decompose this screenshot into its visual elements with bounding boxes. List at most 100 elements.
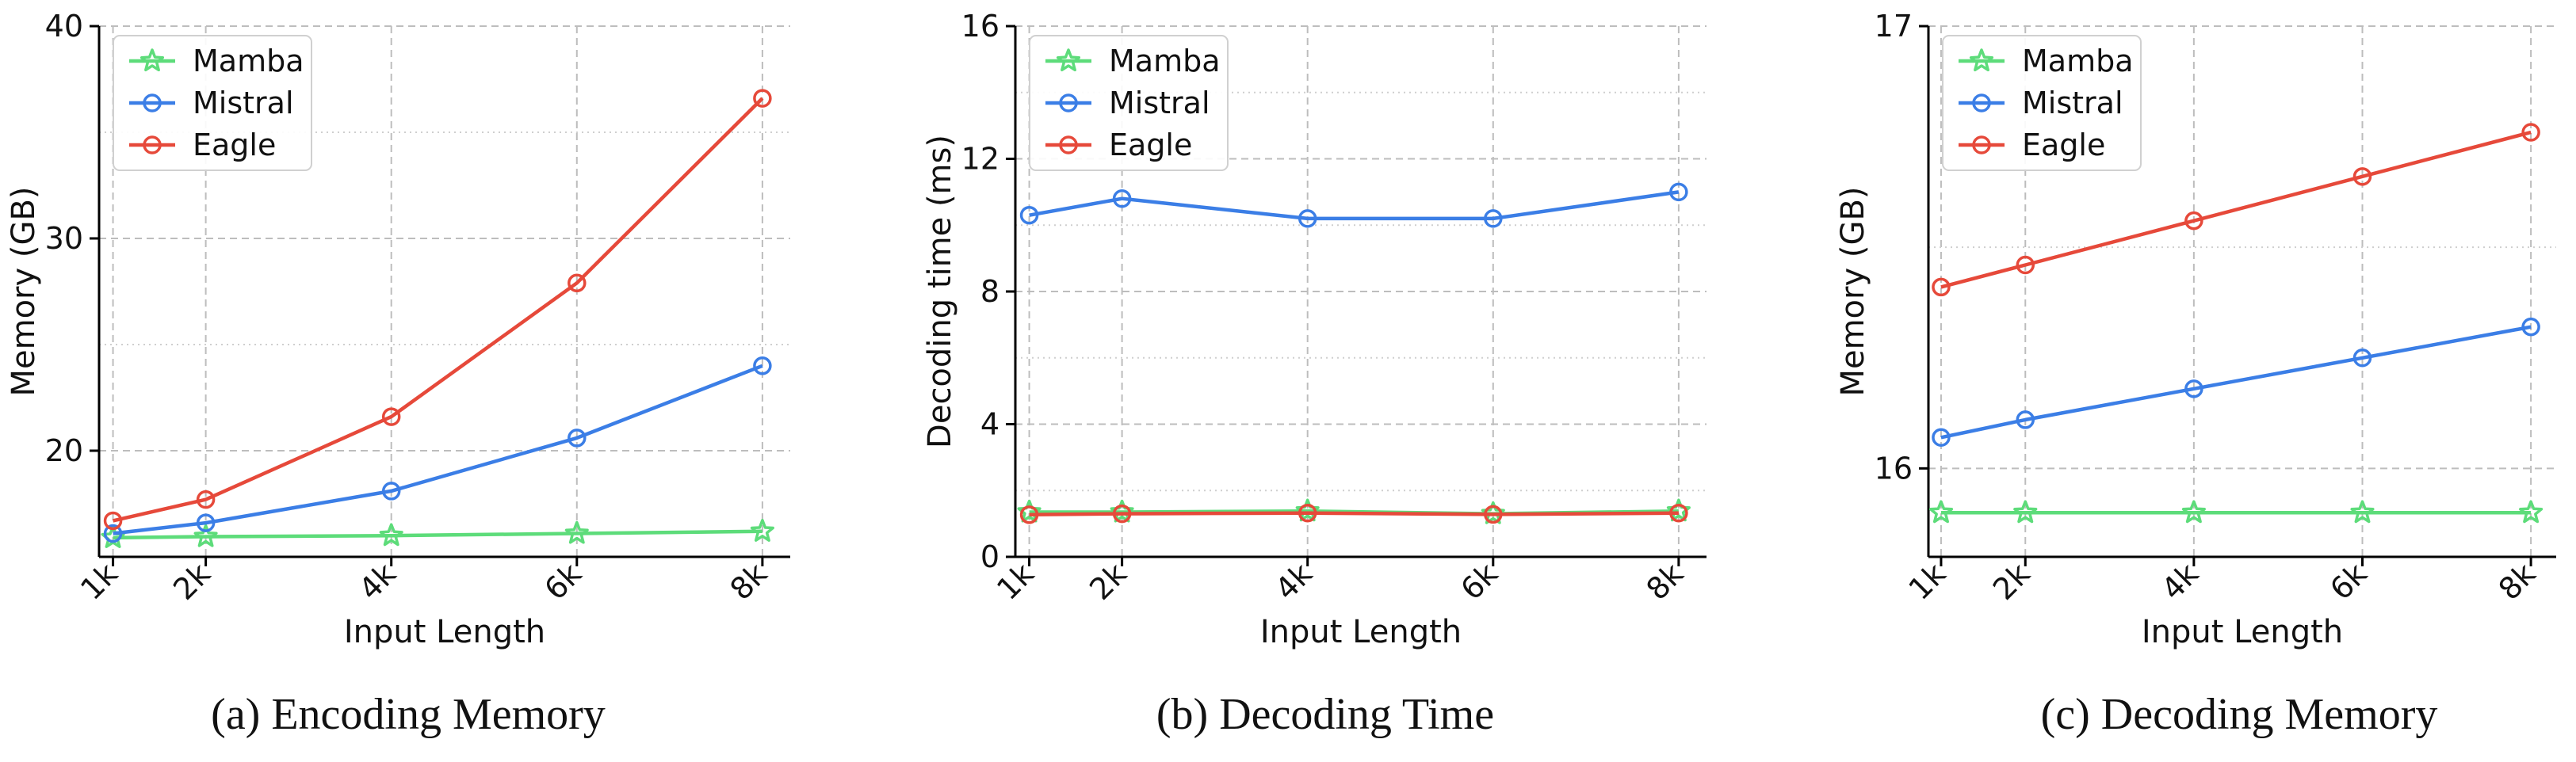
- data-point: [568, 273, 587, 293]
- series-mistral: [1019, 182, 1688, 228]
- x-tick-label: 4k: [1268, 556, 1319, 607]
- data-point: [1932, 277, 1951, 297]
- data-point: [1019, 205, 1039, 225]
- y-tick-label: 17: [1875, 9, 1913, 44]
- data-point: [2016, 255, 2035, 275]
- data-point: [379, 523, 403, 547]
- data-point: [2184, 379, 2203, 398]
- series-mamba: [1928, 500, 2544, 524]
- data-point: [2184, 211, 2203, 231]
- legend-label: Mistral: [2022, 86, 2123, 120]
- series-mamba: [1017, 498, 1691, 524]
- x-tick-label: 6k: [1454, 556, 1504, 607]
- x-tick-label: 2k: [1083, 556, 1133, 607]
- series-mistral: [103, 356, 772, 543]
- legend-marker: [143, 135, 162, 154]
- legend: Mamba Mistral Eagle: [1029, 35, 1229, 171]
- panel-caption: (a) Encoding Memory: [211, 690, 606, 739]
- data-point: [103, 524, 123, 543]
- y-tick-label: 4: [980, 407, 999, 442]
- legend-box: [1942, 35, 2142, 171]
- data-point: [1112, 189, 1132, 208]
- x-tick-label: 1k: [1902, 556, 1953, 607]
- x-tick-label: 2k: [1986, 556, 2037, 607]
- data-point: [103, 511, 123, 531]
- x-tick-label: 8k: [2492, 556, 2543, 607]
- x-tick-label: 2k: [166, 556, 217, 607]
- y-axis-label: Memory (GB): [6, 186, 42, 396]
- data-point: [1017, 499, 1041, 523]
- data-point: [1484, 505, 1503, 524]
- x-tick-label: 8k: [1639, 556, 1690, 607]
- legend-label: Eagle: [2022, 128, 2105, 162]
- series-line: [1940, 130, 2532, 289]
- legend: Mamba Mistral Eagle: [1942, 35, 2142, 171]
- y-tick-label: 16: [961, 9, 999, 44]
- y-tick-label: 30: [45, 221, 83, 256]
- data-point: [1666, 498, 1691, 522]
- data-point: [1484, 209, 1503, 228]
- data-point: [2521, 123, 2540, 142]
- x-tick-label: 8k: [723, 556, 774, 607]
- data-point: [2016, 410, 2035, 429]
- data-point: [2352, 167, 2372, 186]
- legend-box: [1029, 35, 1229, 171]
- y-axis-label: Memory (GB): [1835, 186, 1871, 396]
- data-point: [1669, 503, 1688, 523]
- legend-label: Eagle: [193, 128, 276, 162]
- series-eagle: [1932, 123, 2540, 297]
- panel-caption: (c) Decoding Memory: [2041, 690, 2438, 739]
- x-axis-label: Input Length: [1260, 614, 1462, 650]
- y-axis-label: Decoding time (ms): [922, 135, 958, 448]
- series-line: [1029, 511, 1679, 517]
- data-point: [750, 519, 774, 542]
- data-point: [196, 513, 216, 532]
- x-tick-label: 4k: [2154, 556, 2205, 607]
- series-eagle: [103, 89, 772, 531]
- legend-marker: [1969, 48, 1994, 72]
- x-tick-label: 6k: [537, 556, 588, 607]
- data-point: [1928, 500, 1954, 524]
- data-point: [381, 407, 401, 426]
- panel-encoding-memory: 20 30 40 1k 2k 4k 6k 8k Input Length Memory (GB) M…: [6, 9, 790, 739]
- data-point: [1669, 182, 1688, 202]
- legend-label: Mamba: [1109, 44, 1221, 78]
- series-line: [113, 529, 762, 540]
- legend-label: Eagle: [1109, 128, 1192, 162]
- y-tick-label: 12: [961, 142, 999, 177]
- legend-marker: [143, 93, 162, 112]
- y-tick-label: 0: [980, 539, 999, 574]
- legend: Mamba Mistral Eagle: [113, 35, 312, 171]
- series-mistral: [1932, 317, 2540, 447]
- series-line: [113, 97, 764, 523]
- data-point: [753, 89, 772, 108]
- data-point: [1298, 209, 1317, 228]
- data-point: [1295, 498, 1320, 522]
- series-line: [1940, 325, 2532, 440]
- y-tick-label: 40: [45, 9, 83, 44]
- panel-caption: (b) Decoding Time: [1156, 690, 1494, 739]
- x-axis-label: Input Length: [2142, 614, 2343, 650]
- data-point: [196, 490, 216, 509]
- legend-marker: [1059, 93, 1078, 112]
- y-tick-label: 8: [980, 274, 999, 309]
- data-point: [1019, 505, 1039, 524]
- data-point: [1110, 499, 1134, 523]
- series-line: [1029, 190, 1680, 221]
- legend-marker: [140, 48, 165, 72]
- data-point: [568, 429, 587, 448]
- legend-marker: [1972, 93, 1991, 112]
- x-axis-label: Input Length: [344, 614, 545, 650]
- series-eagle: [1019, 503, 1688, 524]
- data-point: [193, 524, 218, 547]
- x-tick-label: 6k: [2323, 556, 2374, 607]
- x-tick-label: 1k: [74, 556, 124, 607]
- legend-label: Mamba: [193, 44, 304, 78]
- legend-label: Mistral: [193, 86, 294, 120]
- data-point: [2519, 500, 2544, 524]
- data-point: [2352, 349, 2372, 368]
- data-point: [1112, 504, 1132, 524]
- panel-decoding-memory: 16 17 1k 2k 4k 6k 8k Input Length Memory (GB) Mam…: [1835, 9, 2556, 739]
- legend-box: [113, 35, 312, 171]
